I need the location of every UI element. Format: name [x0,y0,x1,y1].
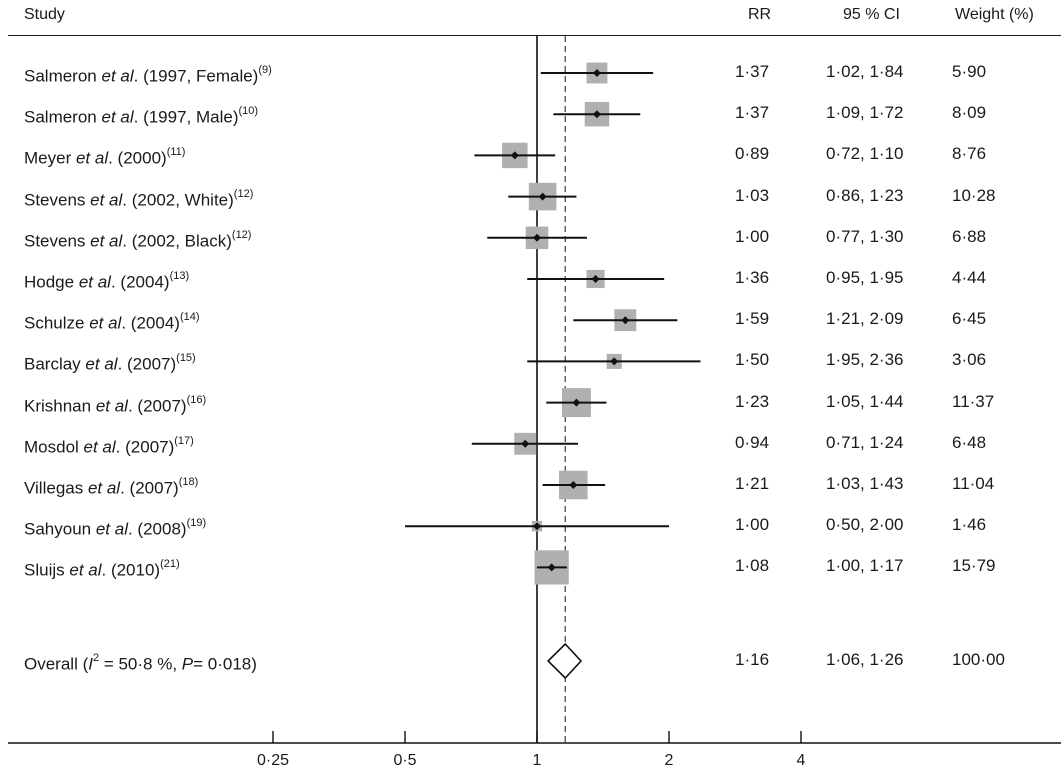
x-tick-label: 0·5 [393,752,417,769]
study-weight: 4·44 [952,268,987,287]
study-ci: 1·00, 1·17 [826,556,904,576]
study-label: Sahyoun et al. (2008)(19) [24,517,207,539]
study-rr: 1·00 [735,226,770,246]
point-estimate [610,357,619,366]
study-rr: 1·00 [735,515,770,535]
study-ci: 0·77, 1·30 [826,226,904,246]
study-label: Villegas et al. (2007)(18) [24,476,199,498]
study-label: Sluijs et al. (2010)(21) [24,558,180,581]
point-estimate [592,69,601,77]
study-ci: 1·03, 1·43 [826,474,904,493]
header-rule [8,35,1061,36]
point-estimate [592,110,601,119]
point-estimate [538,192,547,201]
study-weight: 6·48 [952,432,987,452]
study-label: Schulze et al. (2004)(14) [24,311,200,333]
point-estimate [533,233,541,242]
overall-weight: 100·00 [952,650,1005,669]
study-weight: 6·88 [952,226,987,246]
overall-rr: 1·16 [735,650,770,669]
x-tick-label: 2 [664,752,674,769]
study-label: Stevens et al. (2002, White)(12) [24,187,254,210]
study-label: Mosdol et al. (2007)(17) [24,434,194,457]
overall-label: Overall (I2 = 50·8 %, P= 0·018) [24,652,257,674]
study-ci: 1·21, 2·09 [826,309,904,329]
point-estimate [621,316,630,325]
study-rr: 1·37 [735,103,770,123]
study-label: Salmeron et al. (1997, Male)(10) [24,105,259,127]
study-ci: 1·05, 1·44 [826,391,904,411]
study-rr: 1·37 [735,62,770,81]
study-ci: 1·02, 1·84 [826,62,904,81]
study-weight: 6·45 [952,309,987,329]
study-weight: 11·37 [952,391,995,411]
overall-diamond [546,642,583,680]
study-label: Hodge et al. (2004)(13) [24,270,190,292]
study-rr: 1·50 [735,350,770,370]
study-label: Stevens et al. (2002, Black)(12) [24,228,252,251]
x-tick-label: 0·25 [256,752,290,769]
study-ci: 1·95, 2·36 [826,350,904,370]
study-weight: 1·46 [952,515,987,535]
point-estimate [569,481,578,489]
study-label: Barclay et al. (2007)(15) [24,352,196,375]
study-weight: 3·06 [952,350,987,370]
study-weight: 11·04 [952,474,995,493]
study-rr: 1·21 [735,474,770,493]
study-rr: 1·36 [735,268,770,287]
study-rr: 0·94 [735,432,770,452]
study-rr: 1·03 [735,185,770,205]
study-ci: 0·86, 1·23 [826,185,904,205]
point-estimate [521,439,530,448]
overall-ci: 1·06, 1·26 [826,650,904,669]
header-study: Study [24,6,65,23]
point-estimate [533,522,541,531]
header-rr: RR [748,6,772,23]
study-weight: 10·28 [952,185,996,205]
study-rr: 1·23 [735,391,770,411]
study-label: Meyer et al. (2000)(11) [24,146,186,169]
x-tick-label: 4 [796,752,806,769]
point-estimate [591,275,600,283]
study-label: Krishnan et al. (2007)(16) [24,393,207,416]
study-weight: 5·90 [952,62,987,81]
study-ci: 1·09, 1·72 [826,103,904,123]
study-weight: 8·76 [952,144,987,164]
header-ci: 95 % CI [843,6,900,23]
study-label: Salmeron et al. (1997, Female)(9) [24,64,272,86]
header-weight: Weight (%) [955,6,1034,23]
x-tick-label: 1 [532,752,542,769]
point-estimate [510,151,519,160]
study-ci: 0·72, 1·10 [826,144,904,164]
study-weight: 8·09 [952,103,987,123]
study-rr: 1·08 [735,556,770,576]
study-weight: 15·79 [952,556,996,576]
study-ci: 0·71, 1·24 [826,432,904,452]
study-rr: 0·89 [735,144,770,164]
study-rr: 1·59 [735,309,770,329]
study-ci: 0·95, 1·95 [826,268,904,287]
point-estimate [572,398,581,407]
point-estimate [547,563,556,572]
study-ci: 0·50, 2·00 [826,515,904,535]
